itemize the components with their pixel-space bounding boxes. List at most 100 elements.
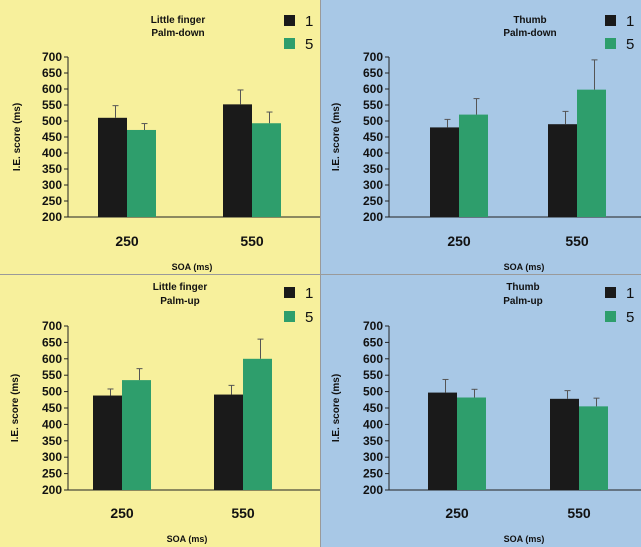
x-category-label: 250	[445, 505, 469, 521]
chart-svg: Little finger Palm-up 200 250 300 350 400 450 50…	[0, 275, 321, 547]
y-tick-label: 300	[42, 450, 62, 464]
chart-svg: Little finger Palm-down 200 250 300 350 400 450…	[0, 0, 321, 275]
y-tick-label: 550	[42, 98, 62, 112]
bar-series-5-250	[122, 380, 151, 490]
y-tick-label: 200	[363, 483, 383, 497]
y-tick-label: 350	[363, 434, 383, 448]
chart-svg: Thumb Palm-up 200 250 300 350 400 450 500 550 600 6…	[321, 275, 641, 547]
y-tick-label: 600	[363, 82, 383, 96]
y-tick-label: 300	[363, 178, 383, 192]
bar-series-1-550	[548, 124, 577, 217]
legend-label: 5	[305, 309, 313, 326]
y-tick-label: 650	[363, 335, 383, 349]
y-tick-label: 700	[42, 50, 62, 64]
y-tick-label: 450	[42, 401, 62, 415]
legend-swatch-5	[284, 38, 295, 49]
y-tick-label: 600	[363, 352, 383, 366]
y-tick-label: 550	[363, 368, 383, 382]
y-tick-label: 650	[42, 66, 62, 80]
legend-label: 5	[305, 36, 313, 53]
chart-panel-little-finger-palm-down: Little finger Palm-down 200 250 300 350 400 450…	[0, 0, 321, 275]
legend-swatch-5	[605, 38, 616, 49]
bar-series-1-550	[550, 398, 579, 490]
legend-label: 1	[305, 13, 313, 30]
bar-series-5-250	[459, 114, 488, 217]
y-tick-label: 400	[42, 417, 62, 431]
legend-swatch-5	[605, 311, 616, 322]
y-tick-label: 350	[42, 434, 62, 448]
chart-title-line: Palm-down	[151, 28, 204, 39]
legend-swatch-1	[605, 15, 616, 26]
y-tick-label: 400	[42, 146, 62, 160]
y-tick-label: 400	[363, 146, 383, 160]
x-category-label: 250	[447, 233, 471, 249]
chart-title-line: Palm-up	[503, 296, 542, 307]
y-tick-label: 700	[363, 319, 383, 333]
y-tick-label: 500	[363, 114, 383, 128]
bar-series-5-550	[252, 123, 281, 217]
y-tick-label: 200	[42, 210, 62, 224]
y-tick-label: 250	[363, 467, 383, 481]
y-tick-label: 650	[42, 335, 62, 349]
y-tick-label: 300	[42, 178, 62, 192]
y-tick-label: 250	[363, 194, 383, 208]
chart-title-line: Little finger	[153, 282, 208, 293]
legend-swatch-1	[605, 287, 616, 298]
y-tick-label: 200	[363, 210, 383, 224]
bar-series-1-250	[430, 127, 459, 217]
bar-series-5-550	[579, 406, 608, 490]
y-tick-label: 500	[42, 385, 62, 399]
y-tick-label: 350	[363, 162, 383, 176]
y-axis-label: I.E. score (ms)	[12, 103, 23, 171]
x-axis-label: SOA (ms)	[167, 534, 208, 544]
bar-series-1-550	[214, 394, 243, 490]
x-category-label: 550	[567, 505, 591, 521]
chart-panel-little-finger-palm-up: Little finger Palm-up 200 250 300 350 400 450 50…	[0, 275, 321, 547]
bar-series-1-250	[98, 117, 127, 217]
chart-title-line: Thumb	[513, 15, 546, 26]
bar-series-5-250	[457, 397, 486, 490]
y-tick-label: 650	[363, 66, 383, 80]
y-tick-label: 400	[363, 417, 383, 431]
chart-title-line: Little finger	[151, 15, 206, 26]
bar-series-5-550	[577, 89, 606, 217]
legend-label: 1	[305, 285, 313, 302]
x-axis-label: SOA (ms)	[172, 262, 213, 272]
chart-svg: Thumb Palm-down 200 250 300 350 400 450 500 550 60…	[321, 0, 641, 275]
y-tick-label: 350	[42, 162, 62, 176]
x-category-label: 550	[231, 505, 255, 521]
y-tick-label: 500	[42, 114, 62, 128]
chart-title-line: Palm-down	[503, 28, 556, 39]
x-category-label: 550	[565, 233, 589, 249]
chart-title-line: Palm-up	[160, 296, 199, 307]
x-axis-label: SOA (ms)	[504, 262, 545, 272]
y-axis-label: I.E. score (ms)	[10, 374, 21, 442]
vertical-divider	[320, 0, 321, 547]
y-tick-label: 450	[363, 130, 383, 144]
bar-series-1-250	[428, 392, 457, 490]
x-category-label: 250	[115, 233, 139, 249]
legend-swatch-1	[284, 287, 295, 298]
legend-swatch-5	[284, 311, 295, 322]
bar-series-1-550	[223, 104, 252, 217]
y-tick-label: 450	[42, 130, 62, 144]
y-tick-label: 700	[363, 50, 383, 64]
y-tick-label: 300	[363, 450, 383, 464]
bar-series-5-250	[127, 129, 156, 217]
y-tick-label: 600	[42, 352, 62, 366]
y-axis-label: I.E. score (ms)	[331, 374, 342, 442]
legend-label: 1	[626, 285, 634, 302]
chart-panel-thumb-palm-down: Thumb Palm-down 200 250 300 350 400 450 500 550 60…	[321, 0, 641, 275]
y-tick-label: 700	[42, 319, 62, 333]
horizontal-divider	[0, 274, 641, 275]
bar-series-5-550	[243, 358, 272, 490]
y-tick-label: 500	[363, 385, 383, 399]
y-tick-label: 600	[42, 82, 62, 96]
legend-swatch-1	[284, 15, 295, 26]
x-category-label: 250	[110, 505, 134, 521]
x-category-label: 550	[240, 233, 264, 249]
bar-series-1-250	[93, 395, 122, 490]
legend-label: 5	[626, 36, 634, 53]
y-tick-label: 450	[363, 401, 383, 415]
y-axis-label: I.E. score (ms)	[331, 103, 342, 171]
